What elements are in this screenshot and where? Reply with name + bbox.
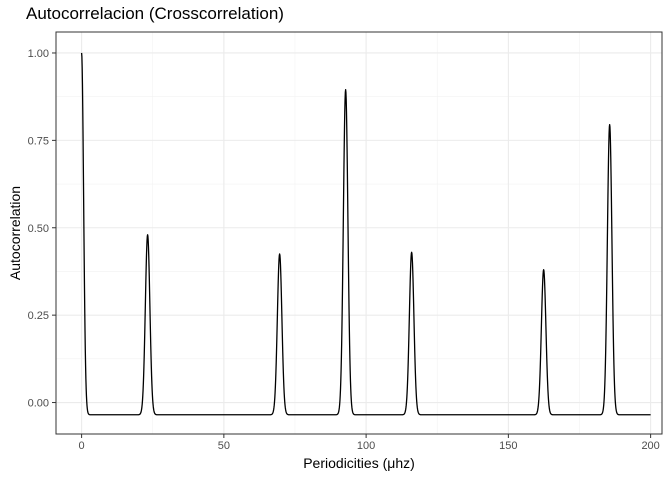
y-tick-label: 1.00 (28, 48, 49, 60)
series-layer (80, 52, 651, 416)
autocorrelation-series-line (80, 52, 651, 416)
y-tick-label: 0.25 (28, 310, 49, 322)
major-gridlines (56, 32, 662, 434)
x-tick-label: 0 (79, 440, 85, 452)
y-tick-label: 0.75 (28, 135, 49, 147)
minor-gridlines (56, 32, 662, 434)
x-axis-title: Periodicities (μhz) (303, 455, 415, 471)
x-tick-label: 50 (218, 440, 230, 452)
x-tick-label: 200 (641, 440, 659, 452)
x-axis-ticks: 0 50 100 150 200 (79, 434, 660, 452)
chart-title: Autocorrelacion (Crosscorrelation) (26, 4, 284, 23)
y-axis-ticks: 0.00 0.25 0.50 0.75 1.00 (28, 48, 56, 410)
x-tick-label: 100 (357, 440, 375, 452)
panel-border (55, 31, 663, 435)
y-tick-label: 0.50 (28, 223, 49, 235)
y-tick-label: 0.00 (28, 398, 49, 410)
y-axis-title: Autocorrelation (7, 186, 23, 280)
x-tick-label: 150 (499, 440, 517, 452)
